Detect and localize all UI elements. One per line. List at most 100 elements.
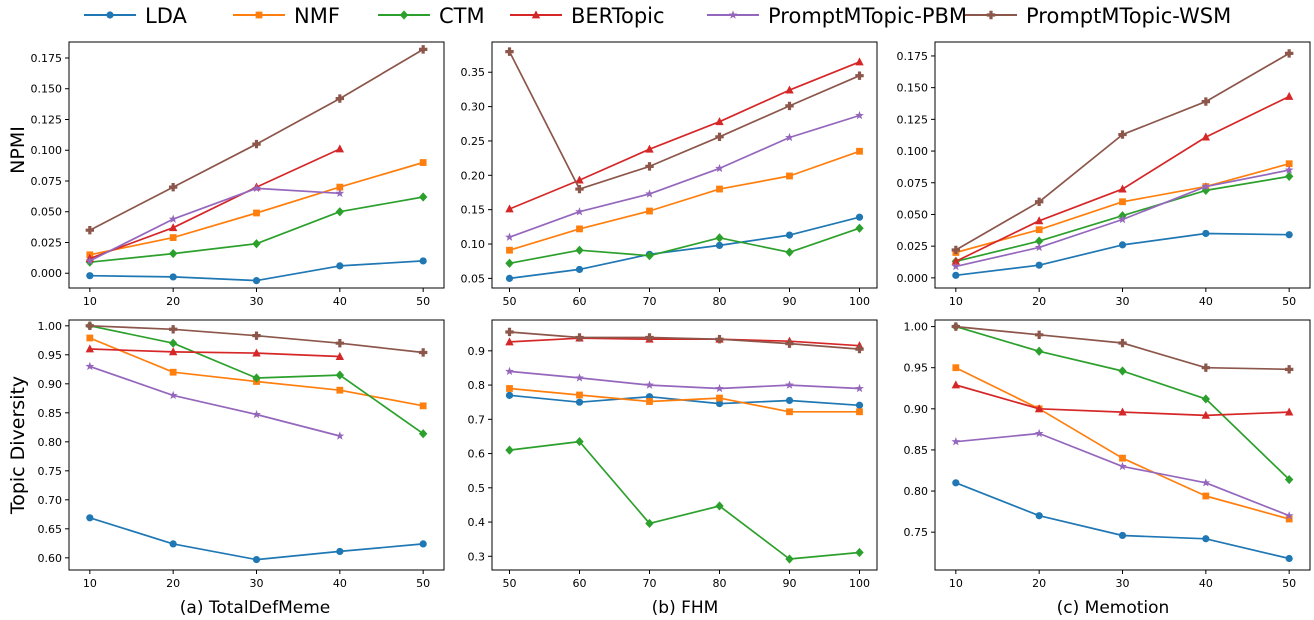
y-tick-label: 0.75 [38, 465, 63, 478]
x-tick-label: 20 [166, 295, 180, 308]
series-lda [505, 213, 864, 282]
row-label-topic-diversity: Topic Diversity [7, 376, 29, 515]
data-point [168, 214, 178, 223]
y-tick-label: 0.85 [904, 444, 929, 457]
data-point [335, 351, 345, 360]
y-tick-label: 0.8 [468, 379, 486, 392]
data-point [785, 85, 794, 94]
x-tick-label: 10 [949, 577, 963, 590]
series-lda [952, 479, 1293, 563]
data-point [419, 257, 427, 265]
y-tick-label: 0.05 [461, 272, 486, 285]
data-point [575, 184, 584, 194]
data-point [785, 396, 794, 405]
data-point [418, 348, 428, 357]
data-point [168, 248, 178, 259]
x-tick-label: 50 [1282, 295, 1296, 308]
legend-item-promptmtopic-wsm: PromptMTopic-WSM [965, 4, 1231, 28]
chart-totaldefmeme-topic-diversity: 0.60 0.65 0.70 0.75 0.80 0.85 0.90 0.95 1.00 10 20… [38, 319, 445, 590]
data-point [1202, 229, 1210, 238]
data-point [716, 185, 723, 193]
data-point [1119, 198, 1126, 206]
chart-totaldefmeme-npmi: 0.000 0.025 0.050 0.075 0.100 0.125 0.150 0.175… [31, 41, 445, 308]
y-tick-label: 0.90 [904, 403, 929, 416]
series-promptmtopic-wsm [951, 49, 1294, 255]
y-tick-label: 1.00 [904, 321, 929, 334]
data-point [505, 47, 514, 56]
data-point [336, 386, 344, 394]
data-point [418, 429, 428, 439]
chart-fhm-npmi: 0.05 0.10 0.15 0.20 0.25 0.30 0.35 50 60 70 80 90 10… [461, 41, 878, 308]
series-line [509, 227, 860, 265]
data-point [715, 132, 724, 142]
data-point [1284, 165, 1294, 174]
x-tick-label: 40 [1199, 577, 1213, 590]
legend-item-ctm: CTM [378, 4, 485, 28]
data-point [418, 192, 428, 202]
data-point [715, 163, 724, 173]
data-point [1034, 330, 1044, 340]
data-point [952, 271, 960, 279]
data-point [855, 223, 864, 233]
caption-memotion: (c) Memotion [1057, 598, 1170, 618]
series-line [955, 95, 1290, 263]
x-tick-label: 60 [573, 295, 587, 308]
y-tick-label: 0.5 [468, 482, 486, 495]
data-point [1034, 242, 1044, 252]
series-line [89, 187, 340, 262]
x-tick-label: 50 [416, 577, 430, 590]
x-tick-label: 20 [1032, 295, 1046, 308]
series-bertopic [85, 344, 345, 360]
y-tick-label: 0.60 [38, 552, 63, 565]
data-point [1284, 171, 1294, 182]
data-point [1118, 461, 1127, 471]
data-point [575, 373, 584, 382]
data-point [1285, 554, 1293, 563]
data-point [1284, 474, 1294, 485]
data-point [855, 401, 864, 409]
series-line [509, 331, 860, 350]
series-promptmtopic-wsm [505, 327, 864, 354]
series-promptmtopic-pbm [951, 165, 1294, 271]
x-tick-label: 30 [1116, 295, 1130, 308]
y-tick-label: 0.175 [897, 50, 929, 63]
data-point [715, 399, 724, 408]
y-tick-label: 0.150 [31, 83, 63, 96]
legend-label: LDA [145, 4, 188, 28]
data-point [715, 501, 724, 511]
data-point [951, 256, 961, 265]
data-point [169, 540, 177, 548]
plot-area [68, 319, 445, 571]
y-tick-label: 0.4 [468, 516, 486, 529]
series-line [955, 325, 1290, 371]
data-point [335, 144, 345, 153]
x-tick-label: 50 [1282, 577, 1296, 590]
plot-area [934, 41, 1311, 289]
x-tick-label: 90 [783, 577, 797, 590]
data-point [855, 344, 864, 354]
y-tick-label: 0.90 [38, 378, 63, 391]
data-point [1034, 216, 1044, 225]
series-line [955, 162, 1290, 254]
data-point [505, 445, 514, 455]
legend-label: PromptMTopic-WSM [1026, 4, 1231, 28]
data-point [168, 347, 178, 356]
series-line [89, 365, 341, 437]
data-point [575, 333, 584, 342]
legend-label: CTM [439, 4, 485, 28]
y-tick-label: 0.150 [897, 82, 929, 95]
data-point [1201, 478, 1211, 487]
x-tick-label: 50 [503, 295, 517, 308]
data-point [506, 385, 513, 392]
data-point [1118, 366, 1127, 376]
series-line [508, 51, 860, 190]
legend-item-nmf: NMF [233, 4, 340, 28]
y-tick-label: 0.65 [38, 523, 63, 536]
y-tick-label: 0.30 [461, 101, 486, 114]
data-point [1035, 226, 1043, 234]
data-point [253, 209, 260, 217]
data-point [336, 262, 344, 270]
data-point [715, 117, 724, 126]
series-promptmtopic-pbm [85, 361, 345, 440]
series-line [89, 148, 341, 260]
